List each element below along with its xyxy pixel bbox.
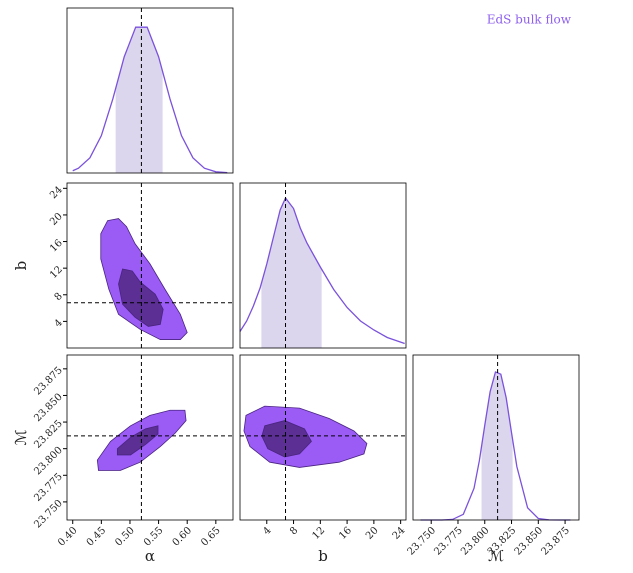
y-tick-label: 16 — [48, 238, 65, 255]
credible-band — [115, 27, 163, 174]
panel-frame — [239, 354, 407, 521]
outer-contour — [100, 218, 188, 340]
x-tick-label: 0.65 — [199, 525, 223, 549]
y-tick-label: 12 — [48, 264, 65, 281]
x-tick-label: 23.750 — [406, 525, 439, 558]
y-tick-label: 20 — [48, 211, 65, 228]
axis-label: ℳ — [488, 547, 504, 565]
y-tick-label: 23.825 — [32, 418, 65, 451]
marginal-curve — [72, 26, 228, 174]
y-tick-label: 23.800 — [32, 445, 65, 478]
x-tick-label: 8 — [288, 525, 300, 537]
x-tick-label: 4 — [261, 525, 273, 537]
credible-band — [261, 198, 322, 348]
marginal-curve — [239, 196, 405, 345]
x-tick-label: 23.800 — [459, 525, 492, 558]
x-tick-label: 0.40 — [56, 525, 80, 549]
inner-contour — [116, 425, 159, 456]
x-tick-label: 0.45 — [85, 525, 109, 549]
panel-frame — [66, 182, 234, 349]
x-tick-label: 23.875 — [539, 525, 572, 558]
y-tick-label: 23.750 — [32, 498, 65, 531]
inner-contour — [118, 268, 164, 327]
y-tick-label: 24 — [48, 184, 65, 201]
axis-label: b — [318, 547, 328, 565]
marginal-curve — [420, 371, 571, 521]
panel-frame — [66, 7, 234, 174]
x-tick-label: 0.55 — [142, 525, 166, 549]
x-tick-label: 0.60 — [171, 525, 195, 549]
x-tick-label: 20 — [364, 525, 381, 542]
axis-label: α — [145, 547, 155, 565]
x-tick-label: 23.775 — [432, 525, 465, 558]
y-tick-label: 4 — [53, 317, 65, 329]
y-tick-label: 23.875 — [32, 365, 65, 398]
x-tick-label: 24 — [391, 525, 408, 542]
x-tick-label: 0.50 — [113, 525, 137, 549]
panel-frame — [239, 182, 407, 349]
axis-label: ℳ — [12, 429, 30, 445]
panel-frame — [66, 354, 234, 521]
legend-label: EdS bulk flow — [487, 13, 572, 27]
x-tick-label: 16 — [337, 525, 354, 542]
axis-label: b — [12, 261, 30, 271]
x-tick-label: 12 — [310, 525, 327, 542]
x-tick-label: 23.850 — [513, 525, 546, 558]
inner-contour — [261, 420, 312, 458]
y-tick-label: 23.775 — [32, 471, 65, 504]
y-tick-label: 8 — [53, 291, 65, 303]
credible-band — [481, 371, 513, 520]
panel-frame — [412, 354, 580, 521]
y-tick-label: 23.850 — [32, 392, 65, 425]
